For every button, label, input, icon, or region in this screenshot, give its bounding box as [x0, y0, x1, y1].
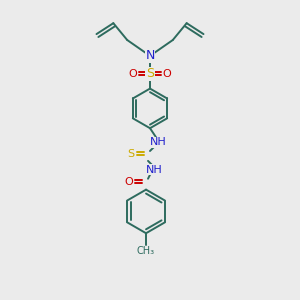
- Text: O: O: [163, 69, 171, 79]
- Text: NH: NH: [146, 165, 162, 175]
- Text: CH₃: CH₃: [137, 246, 155, 256]
- Text: S: S: [128, 149, 135, 159]
- Text: NH: NH: [150, 137, 166, 147]
- Text: S: S: [146, 67, 154, 80]
- Text: N: N: [145, 50, 155, 62]
- Text: O: O: [129, 69, 137, 79]
- Text: O: O: [125, 177, 134, 187]
